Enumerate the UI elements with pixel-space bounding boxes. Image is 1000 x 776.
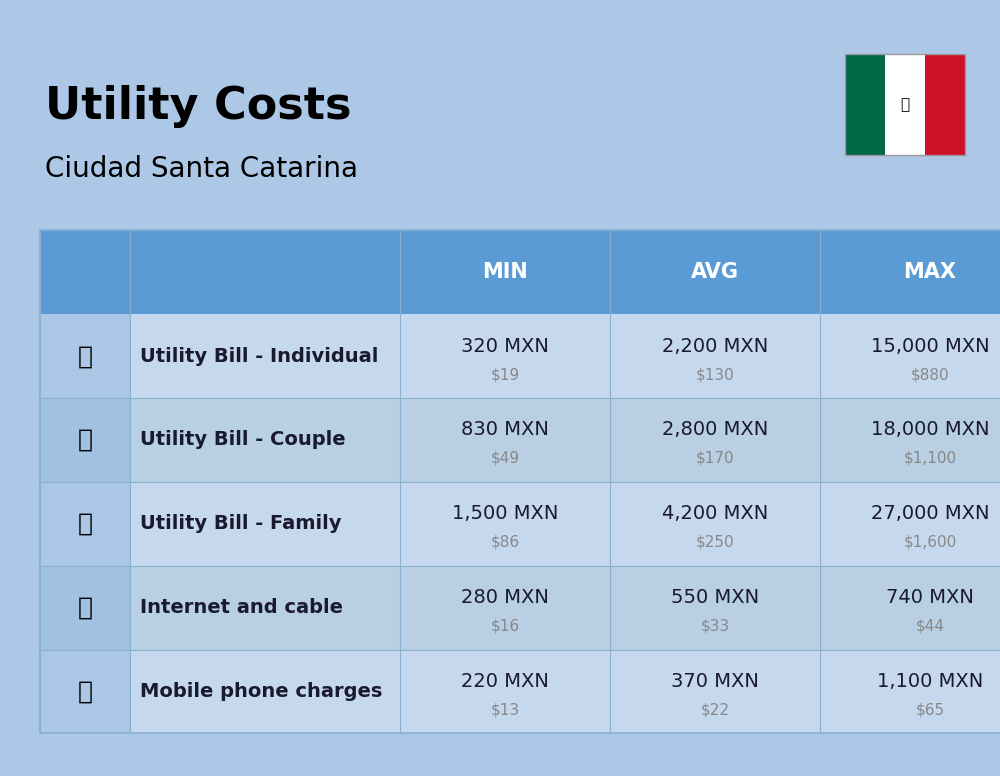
FancyBboxPatch shape	[925, 54, 965, 155]
FancyBboxPatch shape	[40, 650, 130, 733]
Text: $19: $19	[490, 367, 520, 382]
FancyBboxPatch shape	[40, 566, 130, 650]
Text: Internet and cable: Internet and cable	[140, 598, 343, 617]
FancyBboxPatch shape	[610, 314, 820, 398]
Text: MIN: MIN	[482, 262, 528, 282]
Text: 🔧: 🔧	[77, 345, 92, 368]
Text: $1,600: $1,600	[903, 535, 957, 549]
FancyBboxPatch shape	[400, 566, 610, 650]
Text: 280 MXN: 280 MXN	[461, 588, 549, 607]
Text: 370 MXN: 370 MXN	[671, 672, 759, 691]
FancyBboxPatch shape	[40, 314, 130, 398]
Text: $86: $86	[490, 535, 520, 549]
Text: Mobile phone charges: Mobile phone charges	[140, 682, 382, 701]
Text: 550 MXN: 550 MXN	[671, 588, 759, 607]
FancyBboxPatch shape	[845, 54, 885, 155]
FancyBboxPatch shape	[610, 650, 820, 733]
Text: Utility Bill - Family: Utility Bill - Family	[140, 514, 342, 533]
Text: $22: $22	[700, 702, 730, 717]
Text: 📡: 📡	[77, 596, 92, 619]
Text: $33: $33	[700, 618, 730, 633]
FancyBboxPatch shape	[610, 230, 820, 314]
Text: $880: $880	[911, 367, 949, 382]
FancyBboxPatch shape	[400, 650, 610, 733]
FancyBboxPatch shape	[400, 482, 610, 566]
Text: AVG: AVG	[691, 262, 739, 282]
Text: $130: $130	[696, 367, 734, 382]
FancyBboxPatch shape	[820, 398, 1000, 482]
FancyBboxPatch shape	[820, 566, 1000, 650]
Text: $49: $49	[490, 451, 520, 466]
FancyBboxPatch shape	[130, 230, 400, 314]
Text: 🔧: 🔧	[77, 512, 92, 535]
FancyBboxPatch shape	[40, 482, 130, 566]
FancyBboxPatch shape	[400, 398, 610, 482]
FancyBboxPatch shape	[820, 314, 1000, 398]
FancyBboxPatch shape	[40, 398, 130, 482]
Text: 18,000 MXN: 18,000 MXN	[871, 421, 989, 439]
Text: 320 MXN: 320 MXN	[461, 337, 549, 355]
Text: 27,000 MXN: 27,000 MXN	[871, 504, 989, 523]
Text: $1,100: $1,100	[903, 451, 957, 466]
FancyBboxPatch shape	[820, 482, 1000, 566]
Text: $44: $44	[915, 618, 944, 633]
FancyBboxPatch shape	[820, 230, 1000, 314]
FancyBboxPatch shape	[610, 482, 820, 566]
Text: 2,200 MXN: 2,200 MXN	[662, 337, 768, 355]
FancyBboxPatch shape	[40, 650, 130, 733]
FancyBboxPatch shape	[885, 54, 925, 155]
Text: 📱: 📱	[77, 680, 92, 703]
FancyBboxPatch shape	[40, 314, 130, 398]
Text: $13: $13	[490, 702, 520, 717]
Text: $65: $65	[915, 702, 945, 717]
FancyBboxPatch shape	[40, 398, 130, 482]
Text: 740 MXN: 740 MXN	[886, 588, 974, 607]
Text: 1,500 MXN: 1,500 MXN	[452, 504, 558, 523]
Text: 4,200 MXN: 4,200 MXN	[662, 504, 768, 523]
Text: 🦅: 🦅	[900, 97, 910, 113]
Text: $170: $170	[696, 451, 734, 466]
FancyBboxPatch shape	[400, 230, 610, 314]
FancyBboxPatch shape	[820, 650, 1000, 733]
Text: 830 MXN: 830 MXN	[461, 421, 549, 439]
Text: Utility Costs: Utility Costs	[45, 85, 352, 128]
FancyBboxPatch shape	[130, 566, 400, 650]
Text: Utility Bill - Individual: Utility Bill - Individual	[140, 347, 378, 365]
Text: $250: $250	[696, 535, 734, 549]
FancyBboxPatch shape	[130, 650, 400, 733]
Text: 15,000 MXN: 15,000 MXN	[871, 337, 989, 355]
Text: 220 MXN: 220 MXN	[461, 672, 549, 691]
FancyBboxPatch shape	[40, 230, 130, 314]
Text: Utility Bill - Couple: Utility Bill - Couple	[140, 431, 346, 449]
FancyBboxPatch shape	[130, 314, 400, 398]
FancyBboxPatch shape	[40, 566, 130, 650]
Text: 1,100 MXN: 1,100 MXN	[877, 672, 983, 691]
Text: 2,800 MXN: 2,800 MXN	[662, 421, 768, 439]
Text: Ciudad Santa Catarina: Ciudad Santa Catarina	[45, 155, 358, 183]
FancyBboxPatch shape	[130, 398, 400, 482]
FancyBboxPatch shape	[400, 314, 610, 398]
FancyBboxPatch shape	[40, 482, 130, 566]
Text: MAX: MAX	[903, 262, 956, 282]
Text: 🔧: 🔧	[77, 428, 92, 452]
FancyBboxPatch shape	[610, 566, 820, 650]
FancyBboxPatch shape	[610, 398, 820, 482]
FancyBboxPatch shape	[130, 482, 400, 566]
Text: $16: $16	[490, 618, 520, 633]
